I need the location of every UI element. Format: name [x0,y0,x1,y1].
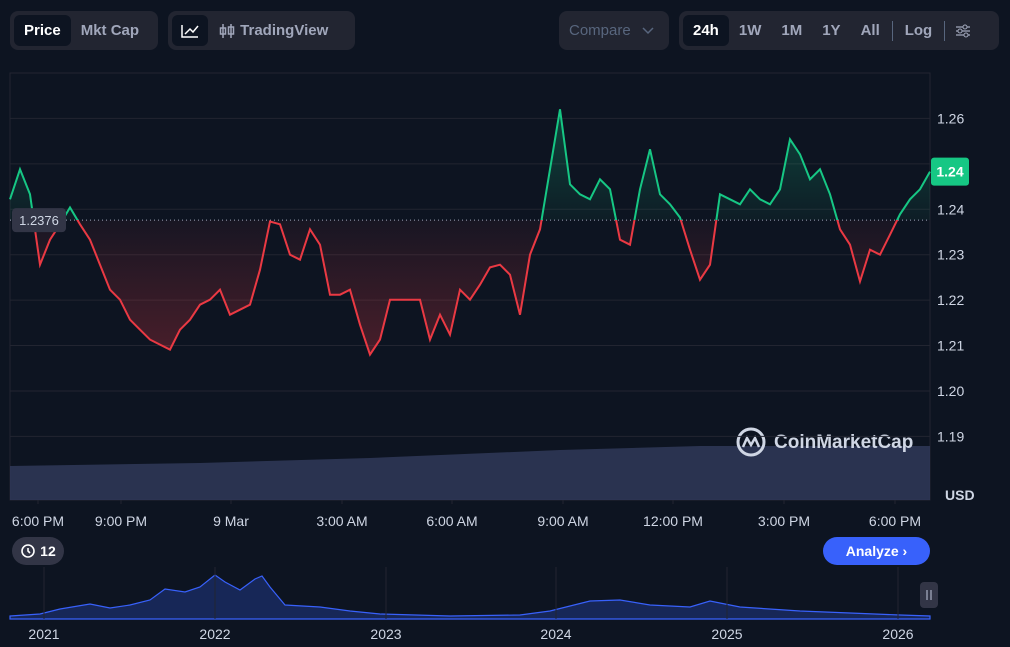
range-1y[interactable]: 1Y [822,22,841,39]
analyze-button[interactable]: Analyze › [823,537,930,565]
y-tick-label: 1.21 [937,338,964,354]
settings-button[interactable] [947,15,979,46]
tradingview-label: TradingView [240,22,329,39]
y-tick-label: 1.26 [937,110,964,126]
watermark: CoinMarketCap [736,427,913,457]
chart-type-toggle: TradingView [168,11,355,50]
overview-handle[interactable] [920,582,938,608]
metric-toggle: Price Mkt Cap [10,11,158,50]
compare-label: Compare [569,22,631,39]
range-1m[interactable]: 1M [781,22,803,39]
analyze-label: Analyze [845,543,899,559]
watermark-text: CoinMarketCap [774,432,913,453]
x-tick-label: 3:00 AM [316,513,367,529]
y-tick-label: 1.23 [937,247,964,263]
y-tick-label: 1.22 [937,292,964,308]
range-all[interactable]: All [860,22,880,39]
range-toggle: 24h 1W 1M 1Y All Log [679,11,999,50]
volume-band [10,446,930,500]
tradingview-button[interactable]: TradingView [208,15,338,46]
year-label: 2024 [540,626,571,642]
year-label: 2025 [711,626,742,642]
history-icon [21,544,36,558]
last-price-label: 1.24 [936,164,963,180]
y-tick-label: 1.24 [937,201,964,217]
history-count: 12 [40,543,56,559]
year-label: 2021 [28,626,59,642]
year-label: 2022 [199,626,230,642]
mktcap-button[interactable]: Mkt Cap [80,22,140,39]
area-fill [10,109,930,355]
x-tick-label: 9:00 AM [537,513,588,529]
x-tick-label: 6:00 AM [426,513,477,529]
line-chart-button[interactable] [172,15,208,46]
currency-label: USD [945,487,975,503]
x-tick-label: 9:00 PM [95,513,147,529]
candle-icon [219,24,235,39]
separator [944,20,946,41]
overview-area [9,574,931,620]
y-tick-label: 1.19 [937,428,964,444]
reference-label: 1.2376 [19,213,59,228]
x-tick-label: 9 Mar [213,513,249,529]
settings-icon [956,24,971,38]
chart: CoinMarketCap USD 1.19 1.20 1.21 1.22 1.23 1.… [9,72,975,529]
y-tick-label: 1.20 [937,383,964,399]
separator [891,20,893,41]
range-1w[interactable]: 1W [738,22,762,39]
reference-tag [12,208,66,233]
x-tick-label: 6:00 PM [12,513,64,529]
range-24h[interactable]: 24h [683,15,729,46]
history-badge[interactable]: 12 [12,537,64,565]
log-button[interactable]: Log [904,22,933,39]
year-label: 2026 [882,626,913,642]
overview-chart: 2021 2022 2023 2024 2025 2026 [9,567,938,642]
price-line [9,109,931,357]
x-tick-label: 12:00 PM [643,513,703,529]
x-tick-label: 6:00 PM [869,513,921,529]
last-price-tag [931,157,969,186]
price-button[interactable]: Price [14,15,71,46]
year-label: 2023 [370,626,401,642]
chevron [642,26,654,34]
compare-dropdown[interactable]: Compare [559,11,669,50]
x-tick-label: 3:00 PM [758,513,810,529]
line-icon [181,25,199,38]
